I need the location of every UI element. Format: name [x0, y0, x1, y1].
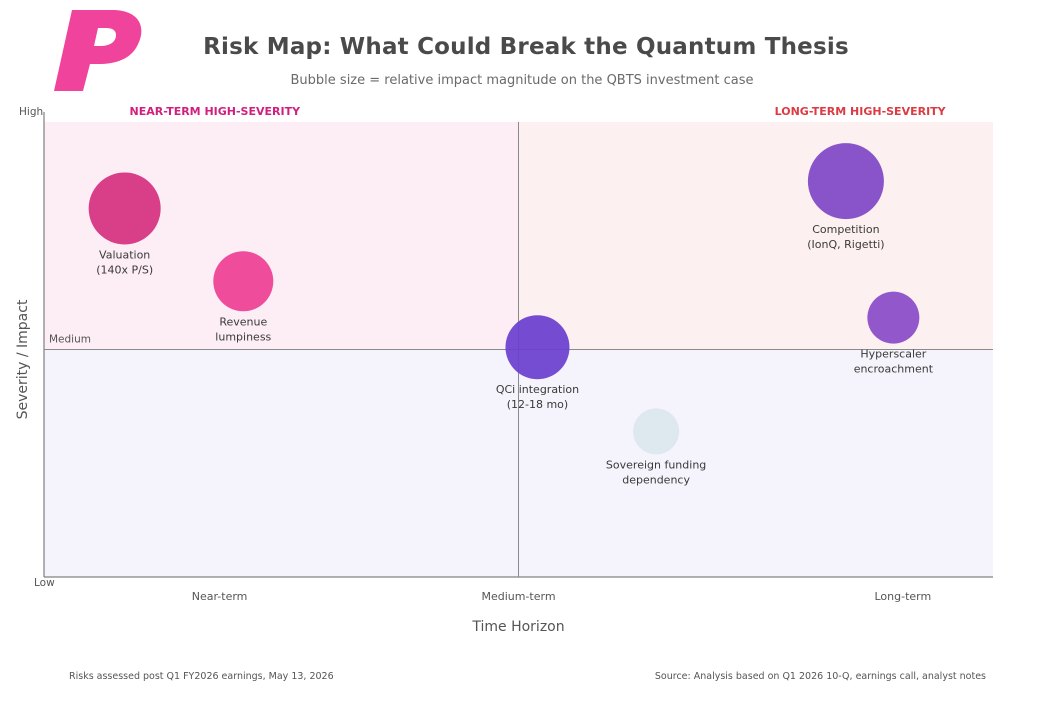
bubble-circle	[633, 408, 680, 455]
chart-subtitle: Bubble size = relative impact magnitude …	[290, 73, 754, 88]
x-tick-label: Near-term	[192, 590, 248, 603]
bubble-label: Valuation	[99, 248, 150, 261]
chart-title: Risk Map: What Could Break the Quantum T…	[203, 34, 849, 60]
bubble-circle	[867, 291, 920, 344]
bubble-label: dependency	[622, 473, 690, 486]
axis-titles: Time Horizon Severity / Impact	[15, 299, 565, 635]
bubble-label: (140x P/S)	[96, 263, 153, 276]
bubble-label: (12-18 mo)	[507, 398, 569, 411]
y-axis-title: Severity / Impact	[15, 299, 31, 419]
logo-p-mark	[54, 10, 142, 91]
bubble-label: encroachment	[854, 363, 934, 376]
risk-bubble: QCi integration (12-18 mo)	[496, 315, 579, 411]
footer-note: Risks assessed post Q1 FY2026 earnings, …	[69, 671, 334, 682]
y-tick-label: Low	[34, 577, 55, 589]
quadrant-labels: NEAR-TERM HIGH-SEVERITY LONG-TERM HIGH-SE…	[130, 105, 947, 118]
bubble-label: (IonQ, Rigetti)	[807, 238, 884, 251]
x-axis-title: Time Horizon	[471, 619, 564, 635]
y-tick-label: High	[19, 106, 43, 118]
bubble-label: Competition	[812, 223, 879, 236]
footer-source: Source: Analysis based on Q1 2026 10-Q, …	[654, 671, 986, 682]
risk-bubble: Sovereign funding dependency	[606, 408, 706, 486]
brand-logo	[54, 10, 142, 91]
quadrant-label-near-term: NEAR-TERM HIGH-SEVERITY	[130, 105, 302, 118]
quadrant-label-long-term: LONG-TERM HIGH-SEVERITY	[775, 105, 947, 118]
bubble-circle	[505, 315, 570, 380]
risk-bubble: Valuation (140x P/S)	[88, 172, 161, 276]
bubble-label: Hyperscaler	[860, 348, 926, 361]
bubble-circle	[88, 172, 161, 245]
x-tick-label: Long-term	[874, 590, 931, 603]
bubble-label: Sovereign funding	[606, 458, 706, 471]
bubble-label: Revenue	[219, 315, 267, 328]
risk-bubble: Revenue lumpiness	[213, 251, 274, 343]
x-tick-label: Medium-term	[481, 590, 555, 603]
bubble-label: lumpiness	[215, 330, 271, 343]
bubbles: Valuation (140x P/S) Revenue lumpiness QCi i…	[88, 143, 934, 486]
bubble-label: QCi integration	[496, 383, 579, 396]
quadrant-long-term-high	[518, 122, 993, 350]
bubble-circle	[213, 251, 274, 312]
y-tick-label: Medium	[49, 334, 91, 346]
tick-labels: Near-term Medium-term Long-term High Medium L…	[19, 106, 931, 603]
bubble-circle	[807, 143, 884, 220]
risk-bubble: Competition (IonQ, Rigetti)	[807, 143, 885, 251]
risk-bubble: Hyperscaler encroachment	[854, 291, 934, 376]
